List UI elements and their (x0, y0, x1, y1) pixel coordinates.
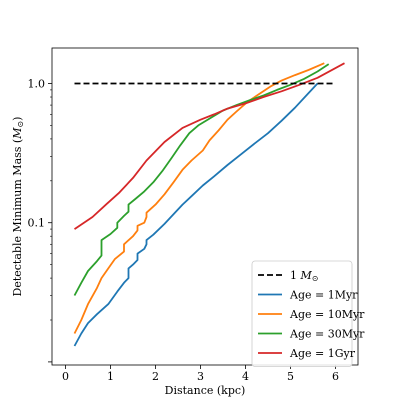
y-tick-label: 1.0 (28, 78, 46, 91)
x-tick-label: 4 (242, 370, 249, 383)
legend-box (251, 260, 353, 367)
legend-entry-2: Age = 10Myr (289, 308, 365, 321)
x-axis-label: Distance (kpc) (165, 384, 246, 397)
series-layer (73, 62, 345, 347)
y-axis-label-close: ) (11, 117, 24, 121)
x-axis: 0 1 2 3 4 5 6 (62, 365, 339, 383)
y-axis: 0.1 1.0 (28, 78, 52, 363)
y-axis-label-main: Detectable Minimum Mass ( (11, 139, 24, 297)
legend-ref-sub: ⊙ (312, 274, 319, 283)
x-tick-label: 2 (152, 370, 159, 383)
y-axis-label-unit: M (11, 127, 24, 140)
x-tick-label: 1 (107, 370, 114, 383)
legend-entry-4: Age = 1Gyr (289, 347, 356, 360)
y-tick-label: 0.1 (28, 217, 46, 230)
x-tick-label: 6 (332, 370, 339, 383)
series-line-1 (73, 82, 319, 347)
legend-entry-1: Age = 1Myr (289, 289, 358, 302)
legend-items: 1 M⊙ Age = 1Myr Age = 10Myr Age = 30Myr Age … (258, 269, 365, 360)
series-line-3 (73, 63, 330, 296)
x-tick-label: 0 (62, 370, 69, 383)
legend-ref-unit: M (300, 269, 313, 282)
y-axis-label-sub: ⊙ (16, 121, 25, 128)
plot-frame (51, 47, 359, 366)
legend-entry-0: 1 M⊙ (290, 269, 318, 283)
series-line-4 (73, 62, 345, 230)
x-tick-label: 3 (197, 370, 204, 383)
x-tick-label: 5 (287, 370, 294, 383)
series-line-2 (73, 62, 325, 334)
legend-ref-main: 1 (290, 269, 301, 282)
legend: 1 M⊙ Age = 1Myr Age = 10Myr Age = 30Myr Age … (251, 260, 365, 367)
legend-entry-3: Age = 30Myr (289, 328, 365, 341)
y-axis-label: Detectable Minimum Mass (M⊙) (11, 117, 25, 297)
